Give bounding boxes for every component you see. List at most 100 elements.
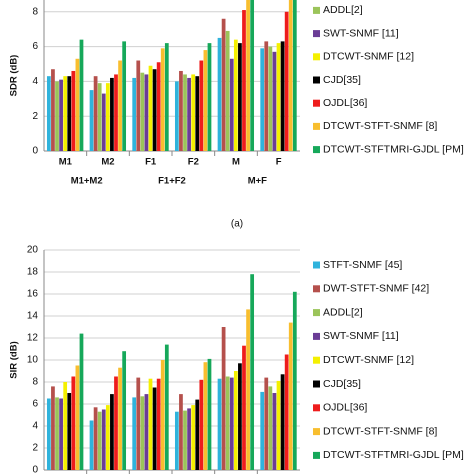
bar bbox=[260, 48, 265, 152]
bar bbox=[288, 322, 293, 470]
bar bbox=[195, 76, 200, 151]
bar bbox=[276, 380, 281, 470]
bar bbox=[63, 382, 68, 470]
y-tick-label: 14 bbox=[27, 311, 39, 322]
y-tick-label: 8 bbox=[32, 377, 38, 388]
bar bbox=[51, 69, 55, 151]
bar bbox=[225, 376, 230, 470]
bar bbox=[183, 410, 187, 470]
legend-label: ADDL[2] bbox=[323, 306, 363, 318]
bar bbox=[110, 77, 114, 151]
y-tick-label: 6 bbox=[32, 41, 38, 52]
legend-label: DWT-STFT-SNMF [42] bbox=[323, 283, 429, 295]
bar bbox=[51, 386, 55, 470]
bar bbox=[229, 58, 234, 151]
bar bbox=[101, 409, 106, 470]
legend-swatch bbox=[313, 76, 320, 84]
bar bbox=[242, 345, 246, 470]
bar bbox=[63, 76, 68, 151]
legend-swatch bbox=[313, 309, 320, 317]
bar bbox=[264, 41, 269, 151]
bar bbox=[292, 0, 297, 151]
bar bbox=[203, 50, 208, 151]
bar bbox=[233, 39, 238, 151]
bar bbox=[217, 37, 222, 151]
bar bbox=[148, 378, 153, 470]
bar bbox=[203, 362, 208, 470]
bar bbox=[118, 367, 122, 470]
bar bbox=[268, 386, 273, 470]
bar bbox=[59, 79, 63, 151]
bar bbox=[174, 411, 179, 470]
bar bbox=[160, 48, 165, 152]
bar bbox=[132, 77, 137, 151]
bar bbox=[59, 398, 63, 470]
bar bbox=[276, 43, 281, 152]
bar bbox=[250, 0, 255, 151]
bar bbox=[144, 74, 149, 151]
bar bbox=[264, 377, 269, 470]
bar bbox=[221, 327, 226, 470]
y-tick-label: 0 bbox=[32, 465, 38, 474]
legend-label: DTCWT-STFTMRI-GJDL [PM] bbox=[323, 449, 464, 461]
legend-swatch bbox=[313, 99, 320, 107]
legend-swatch bbox=[313, 261, 320, 269]
y-axis-label: SIR (dB) bbox=[9, 341, 20, 378]
y-tick-label: 12 bbox=[27, 333, 39, 344]
bar bbox=[97, 83, 102, 151]
bar bbox=[144, 394, 149, 470]
bar bbox=[179, 70, 183, 151]
bar bbox=[187, 77, 191, 151]
legend-label: DTCWT-SNMF [12] bbox=[323, 354, 414, 366]
legend-swatch bbox=[313, 6, 320, 14]
bar bbox=[160, 360, 165, 470]
legend-swatch bbox=[313, 451, 320, 459]
bar bbox=[183, 74, 187, 151]
bar bbox=[221, 18, 226, 152]
bar bbox=[148, 65, 153, 151]
legend-swatch bbox=[313, 53, 320, 61]
bar bbox=[250, 274, 255, 470]
bar bbox=[233, 371, 238, 470]
x-tick-label: F2 bbox=[188, 157, 199, 168]
legend-label: DTCWT-STFTMRI-GJDL [PM] bbox=[323, 143, 464, 155]
legend-label: ADDL[2] bbox=[323, 4, 363, 16]
x-tick-label: F bbox=[276, 157, 282, 168]
legend-swatch bbox=[313, 146, 320, 154]
legend-swatch bbox=[313, 404, 320, 412]
bar bbox=[46, 76, 51, 151]
bar bbox=[207, 43, 212, 152]
bar bbox=[97, 411, 102, 470]
bar bbox=[268, 46, 273, 151]
y-axis-label: SDR (dB) bbox=[9, 55, 20, 97]
bar bbox=[105, 83, 110, 151]
bar bbox=[280, 41, 285, 151]
bar bbox=[105, 405, 110, 470]
bar bbox=[122, 351, 127, 470]
legend-swatch bbox=[313, 285, 320, 293]
y-tick-label: 4 bbox=[32, 76, 38, 87]
bar bbox=[164, 344, 169, 470]
bar bbox=[132, 397, 137, 470]
bar bbox=[284, 11, 289, 151]
bar bbox=[136, 377, 141, 470]
bar bbox=[199, 379, 204, 470]
group-label: M1+M2 bbox=[71, 176, 103, 187]
bar bbox=[46, 398, 51, 470]
bar bbox=[101, 93, 106, 151]
y-tick-label: 6 bbox=[32, 399, 38, 410]
y-tick-label: 4 bbox=[32, 421, 38, 432]
bar bbox=[191, 74, 196, 151]
bar bbox=[118, 60, 122, 151]
bar bbox=[225, 30, 230, 151]
legend-label: CJD[35] bbox=[323, 74, 361, 86]
bar bbox=[140, 72, 145, 151]
y-tick-label: 8 bbox=[32, 6, 38, 17]
bar bbox=[292, 291, 297, 470]
bar bbox=[79, 39, 84, 151]
y-tick-label: 2 bbox=[32, 443, 38, 454]
bar bbox=[246, 0, 250, 152]
bar bbox=[136, 60, 141, 151]
bar bbox=[187, 408, 191, 470]
bar bbox=[242, 10, 246, 152]
